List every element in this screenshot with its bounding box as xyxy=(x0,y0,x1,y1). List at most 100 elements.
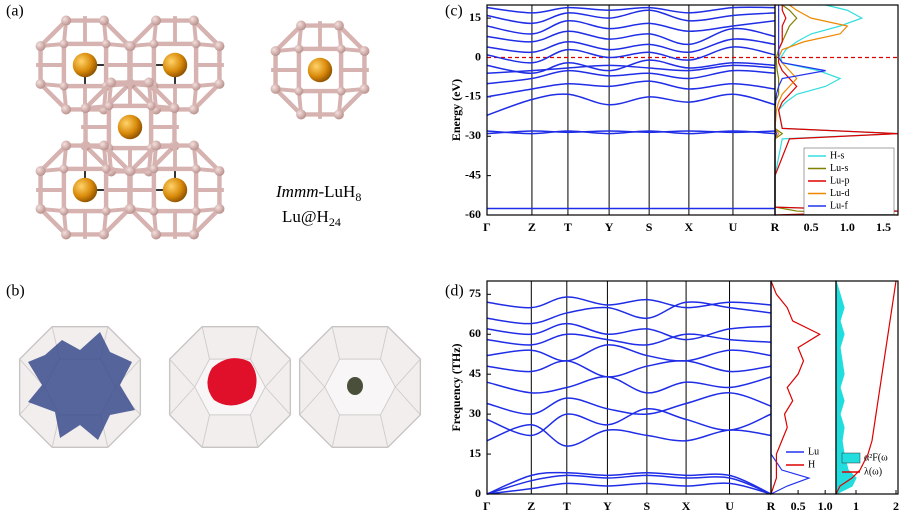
x-tick-label: 1.5 xyxy=(876,220,891,234)
legend-label: Lu-p xyxy=(830,175,849,186)
y-tick-label: 30 xyxy=(469,406,481,420)
x-tick-label: 0.5 xyxy=(804,220,819,234)
y-tick-label: 15 xyxy=(469,10,481,24)
x-tick-label: S xyxy=(644,499,651,513)
band xyxy=(486,333,772,346)
dos-curve xyxy=(770,280,821,495)
x-tick-label: X xyxy=(685,220,694,234)
crystal-structure xyxy=(36,16,370,240)
x-tick-label: U xyxy=(725,499,734,513)
band xyxy=(486,69,776,85)
x-tick-label: Z xyxy=(528,220,536,234)
band xyxy=(486,301,772,325)
panel-frame xyxy=(770,280,837,495)
y-tick-label: 45 xyxy=(469,366,481,380)
dos-curve xyxy=(774,4,899,216)
cage xyxy=(36,16,135,115)
x-tick-label: U xyxy=(729,220,738,234)
band xyxy=(486,19,776,35)
legend-label: H xyxy=(808,459,815,470)
band xyxy=(486,6,776,14)
legend-label: λ(ω) xyxy=(864,466,882,477)
fermi-sheet xyxy=(207,358,257,406)
x-tick-label: 1.0 xyxy=(818,499,833,513)
fermi-surfaces xyxy=(18,325,422,449)
x-tick-label: 0.5 xyxy=(791,499,806,513)
cage-name: Lu@H24 xyxy=(282,207,341,229)
panel-frame xyxy=(486,4,776,216)
panel-label: (d) xyxy=(445,283,464,300)
y-axis-title: Energy (eV) xyxy=(449,79,463,141)
legend-label: Lu xyxy=(808,446,819,457)
band xyxy=(486,408,772,437)
x-tick-label: 2 xyxy=(893,499,899,513)
band xyxy=(486,296,772,309)
band xyxy=(486,80,776,98)
x-tick-label: X xyxy=(682,499,691,513)
cage-sub: 24 xyxy=(329,215,341,229)
legend-swatch xyxy=(841,452,861,464)
band xyxy=(486,474,772,495)
band xyxy=(486,392,772,416)
x-tick-label: Γ xyxy=(483,499,491,513)
legend-label: Lu-s xyxy=(830,163,848,174)
structure-name: Immm-LuH8 xyxy=(275,182,361,204)
cage xyxy=(36,141,135,240)
band xyxy=(486,46,776,64)
panel-label: (a) xyxy=(6,3,24,20)
x-tick-label: 1 xyxy=(853,499,859,513)
panel-label: (c) xyxy=(445,3,463,20)
fermi-sheet xyxy=(347,377,363,395)
x-tick-label: Y xyxy=(605,220,614,234)
y-tick-label: -60 xyxy=(465,207,481,221)
band xyxy=(486,322,772,341)
band xyxy=(486,376,772,394)
x-tick-label: S xyxy=(646,220,653,234)
band xyxy=(486,344,772,362)
dos-fill xyxy=(836,281,856,494)
y-tick-label: 15 xyxy=(469,446,481,460)
legend-label: Lu-d xyxy=(830,188,849,199)
y-axis-title: Frequency (THz) xyxy=(449,343,463,431)
y-tick-label: -45 xyxy=(465,167,481,181)
band xyxy=(486,93,776,116)
charts: Energy (eV)150-15-30-45-60Γ Z T Y S X U R 0.5 1.0… xyxy=(449,4,899,513)
x-tick-label: 1.0 xyxy=(840,220,855,234)
space-group: Immm xyxy=(275,182,319,201)
x-tick-label: R xyxy=(767,499,776,513)
fermi-sheet xyxy=(28,332,135,440)
band xyxy=(486,130,776,135)
panel-label: (b) xyxy=(6,283,25,300)
cage xyxy=(126,141,225,240)
band xyxy=(486,38,776,54)
cage xyxy=(271,21,370,120)
cage-formula: Lu@H xyxy=(282,207,329,226)
cage xyxy=(81,78,180,177)
panel-frame xyxy=(486,280,772,495)
band xyxy=(486,359,772,378)
x-tick-label: Y xyxy=(603,499,612,513)
y-tick-label: -15 xyxy=(465,89,481,103)
formula: -LuH xyxy=(319,182,356,201)
band xyxy=(486,64,776,74)
band xyxy=(486,9,776,25)
band xyxy=(486,59,776,75)
formula-sub: 8 xyxy=(355,190,361,204)
y-tick-label: 75 xyxy=(469,286,481,300)
y-tick-label: 60 xyxy=(469,326,481,340)
legend-label: α²F(ω xyxy=(864,452,888,463)
legend-label: Lu-f xyxy=(830,200,848,211)
legend-label: H-s xyxy=(830,150,845,161)
x-tick-label: R xyxy=(771,220,780,234)
y-tick-label: 0 xyxy=(475,486,481,500)
band xyxy=(486,482,772,495)
panel-frame xyxy=(835,280,899,495)
x-tick-label: T xyxy=(564,220,572,234)
band xyxy=(486,27,776,46)
x-tick-label: Z xyxy=(527,499,535,513)
y-tick-label: -30 xyxy=(465,128,481,142)
x-tick-label: T xyxy=(563,499,571,513)
cage xyxy=(126,16,225,115)
x-tick-label: Γ xyxy=(483,220,491,234)
